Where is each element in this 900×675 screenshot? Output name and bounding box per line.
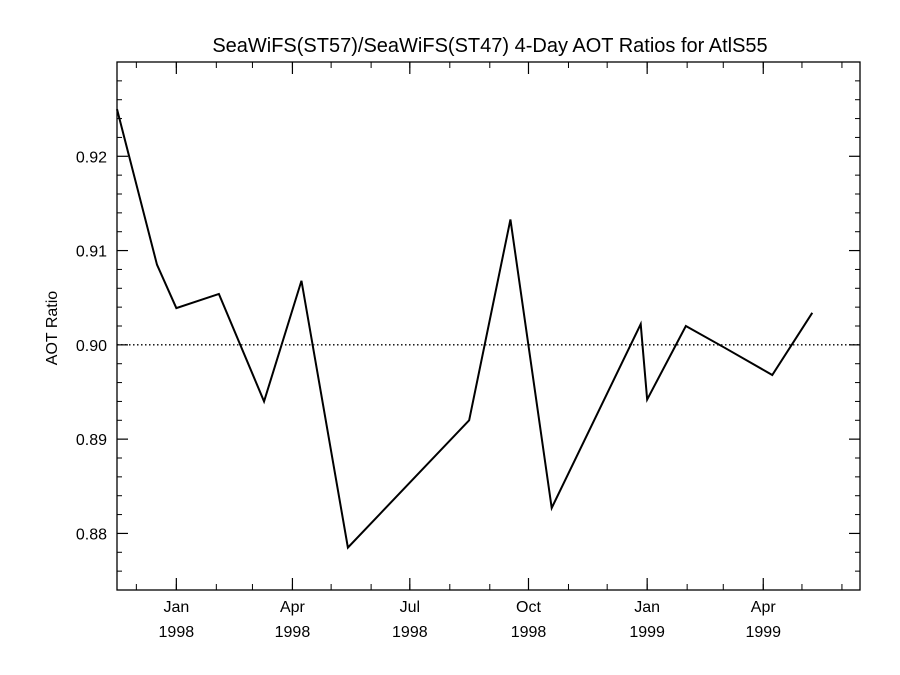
axis-tick-labels: 0.88 0.89 0.90 0.91 0.92 Jan 1998 Apr 1998 Jul 199… xyxy=(76,149,781,641)
y-tick-label: 0.89 xyxy=(76,432,107,449)
chart-title: SeaWiFS(ST57)/SeaWiFS(ST47) 4-Day AOT Ra… xyxy=(212,35,767,57)
x-tick-label-year: 1998 xyxy=(159,624,195,641)
y-tick-label: 0.90 xyxy=(76,338,107,355)
x-tick-label-month: Jan xyxy=(634,599,660,616)
x-tick-label-year: 1998 xyxy=(275,624,311,641)
series-line-1 xyxy=(116,108,814,550)
x-tick-label-month: Apr xyxy=(280,599,306,616)
x-tick-label-month: Oct xyxy=(516,599,541,616)
y-tick-label: 0.88 xyxy=(76,526,107,543)
plot-frame xyxy=(116,61,861,591)
x-tick-label-month: Jan xyxy=(163,599,189,616)
x-tick-label-month: Jul xyxy=(400,599,420,616)
x-tick-label-month: Apr xyxy=(751,599,777,616)
y-tick-label: 0.91 xyxy=(76,244,107,261)
x-tick-label-year: 1999 xyxy=(629,624,665,641)
plot-area xyxy=(116,108,860,550)
y-tick-label: 0.92 xyxy=(76,149,107,166)
x-tick-label-year: 1998 xyxy=(392,624,428,641)
x-tick-label-year: 1999 xyxy=(745,624,781,641)
y-axis-label: AOT Ratio xyxy=(44,291,61,366)
x-tick-label-year: 1998 xyxy=(511,624,547,641)
